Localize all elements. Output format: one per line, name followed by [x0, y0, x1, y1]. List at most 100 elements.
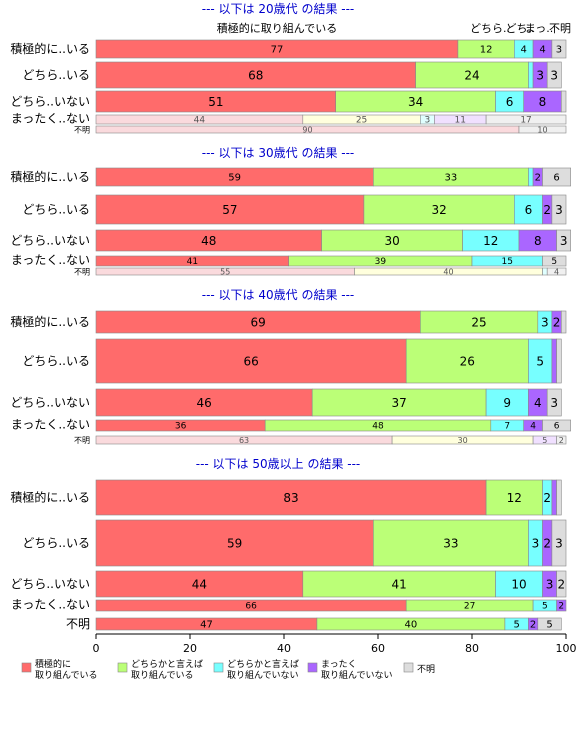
data-label: 41 — [392, 577, 407, 591]
legend-swatch — [403, 662, 414, 673]
row-label: どちら..いる — [22, 203, 90, 217]
data-label: 5 — [551, 257, 557, 267]
row-label: 積極的に..いる — [10, 314, 90, 329]
x-tick-label: 20 — [183, 642, 197, 655]
data-label: 12 — [480, 45, 493, 56]
row-label: どちら..いる — [22, 68, 90, 82]
x-tick-label: 100 — [556, 642, 577, 655]
data-label: 2 — [557, 577, 565, 591]
data-label: 6 — [554, 422, 560, 432]
data-label: 40 — [405, 620, 418, 631]
row-label: 積極的に..いる — [10, 41, 90, 56]
data-label: 48 — [372, 422, 384, 432]
row-label: まったく..ない — [11, 253, 90, 267]
data-label: 11 — [455, 116, 466, 126]
row-label: どちら..いない — [10, 396, 90, 410]
bar-segment — [551, 338, 557, 384]
bar-segment — [302, 570, 496, 598]
data-label: 3 — [556, 45, 562, 56]
data-label: 3 — [424, 116, 430, 126]
bar-segment — [556, 570, 567, 598]
legend-label: どちらかと言えば — [227, 658, 299, 670]
bar-segment — [556, 229, 571, 252]
data-label: 34 — [408, 95, 423, 109]
data-label: 3 — [555, 536, 563, 550]
data-label: 4 — [530, 422, 536, 432]
bar-segment — [95, 194, 365, 225]
data-label: 57 — [222, 203, 237, 217]
bar-segment — [363, 194, 515, 225]
bar-segment — [513, 194, 543, 225]
bar-segment — [560, 90, 567, 113]
bar-segment — [95, 519, 374, 567]
data-label: 90 — [302, 125, 312, 134]
data-label: 27 — [464, 602, 475, 612]
bar-segment — [556, 338, 562, 384]
data-label: 26 — [460, 354, 475, 368]
panel-title: --- 以下は 50歳以上 の結果 --- — [196, 457, 361, 471]
data-label: 4 — [534, 396, 542, 410]
data-label: 3 — [550, 68, 558, 82]
row-label: まったく..ない — [11, 598, 90, 612]
data-label: 3 — [550, 396, 558, 410]
data-label: 10 — [537, 125, 547, 134]
data-label: 68 — [248, 68, 263, 82]
row-label: 不明 — [74, 268, 90, 277]
legend-label: 積極的に — [35, 658, 71, 670]
bar-segment — [95, 570, 304, 598]
data-label: 3 — [555, 203, 563, 217]
data-label: 39 — [375, 257, 387, 267]
bar-segment — [556, 479, 562, 516]
data-label: 2 — [553, 315, 561, 329]
data-label: 9 — [503, 396, 511, 410]
bar-segment — [372, 519, 529, 567]
data-label: 2 — [543, 536, 551, 550]
legend-label: 取り組んでいる — [35, 669, 98, 681]
row-label: 不明 — [74, 126, 90, 135]
bar-segment — [95, 479, 487, 516]
data-label: 63 — [239, 436, 249, 445]
bar-segment — [528, 167, 534, 187]
data-label: 2 — [543, 491, 551, 505]
bar-segment — [542, 255, 567, 267]
data-label: 36 — [175, 422, 187, 432]
bar-segment — [542, 267, 548, 276]
data-label: 66 — [245, 602, 257, 612]
data-label: 66 — [243, 354, 258, 368]
legend-label: どちらかと言えば — [131, 658, 203, 670]
data-label: 40 — [443, 267, 453, 276]
column-header: 不明 — [549, 22, 571, 35]
data-label: 69 — [251, 315, 266, 329]
data-label: 17 — [520, 116, 531, 126]
data-label: 6 — [525, 203, 533, 217]
row-label: 不明 — [74, 436, 90, 445]
bar-segment — [495, 570, 543, 598]
bar-segment — [546, 267, 567, 276]
row-label: どちら..いる — [22, 536, 90, 550]
column-header: どち.. — [506, 22, 535, 35]
bar-segment — [542, 167, 572, 187]
data-label: 48 — [201, 234, 216, 248]
data-label: 59 — [228, 173, 241, 184]
bar-segment — [556, 435, 567, 445]
column-header: まっ.. — [525, 22, 554, 35]
data-label: 5 — [546, 620, 552, 631]
data-label: 4 — [539, 45, 545, 56]
data-label: 10 — [511, 577, 526, 591]
panel-title: --- 以下は 30歳代 の結果 --- — [202, 146, 355, 160]
column-header: 積極的に取り組んでいる — [217, 21, 337, 35]
legend-label: 取り組んでいない — [321, 669, 393, 681]
data-label: 25 — [471, 315, 486, 329]
data-label: 51 — [208, 95, 223, 109]
data-label: 30 — [384, 234, 399, 248]
data-label: 46 — [196, 396, 211, 410]
row-label: 積極的に..いる — [10, 169, 90, 184]
data-label: 5 — [542, 602, 548, 612]
data-label: 30 — [458, 436, 468, 445]
data-label: 33 — [443, 536, 458, 550]
bar-segment — [528, 61, 534, 89]
panel-title: --- 以下は 20歳代 の結果 --- — [202, 2, 355, 16]
x-tick-label: 80 — [465, 642, 479, 655]
data-label: 12 — [507, 491, 522, 505]
